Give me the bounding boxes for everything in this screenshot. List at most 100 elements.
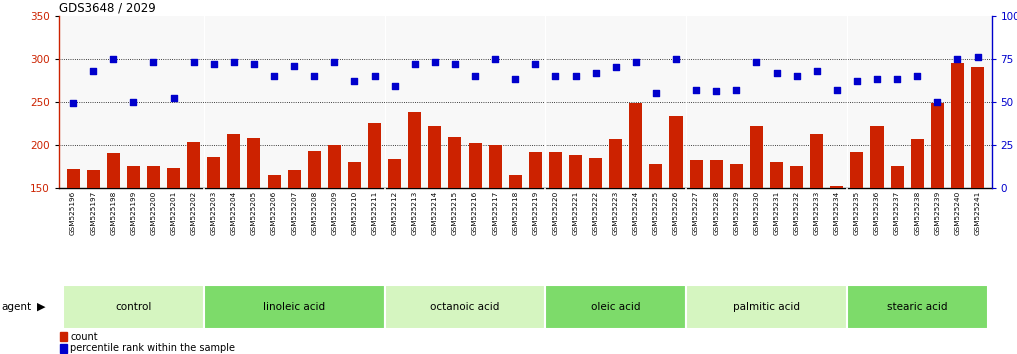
Bar [589, 158, 602, 316]
Text: GSM525239: GSM525239 [935, 190, 941, 235]
Bar [609, 139, 622, 316]
Bar [830, 186, 843, 316]
Bar [107, 153, 120, 316]
Bar [288, 170, 301, 316]
FancyBboxPatch shape [63, 285, 203, 329]
Text: GSM525226: GSM525226 [673, 190, 679, 235]
Text: linoleic acid: linoleic acid [263, 302, 325, 312]
Text: count: count [70, 332, 98, 342]
FancyBboxPatch shape [203, 285, 384, 329]
Text: GDS3648 / 2029: GDS3648 / 2029 [59, 2, 156, 15]
Text: ▶: ▶ [37, 302, 45, 312]
Bar [327, 145, 341, 316]
Bar [529, 152, 542, 316]
Bar [368, 123, 381, 316]
Text: palmitic acid: palmitic acid [733, 302, 800, 312]
Point [588, 70, 604, 75]
Text: GSM525240: GSM525240 [954, 190, 960, 235]
Bar [710, 160, 723, 316]
Point [849, 78, 865, 84]
Bar [146, 166, 160, 316]
Text: GSM525222: GSM525222 [593, 190, 599, 235]
Point [487, 56, 503, 62]
Bar [228, 133, 240, 316]
Point [687, 87, 704, 93]
Point [969, 54, 985, 60]
Point [467, 73, 483, 79]
Text: GSM525210: GSM525210 [352, 190, 357, 235]
Text: GSM525235: GSM525235 [854, 190, 860, 235]
Point [427, 59, 443, 65]
Text: GSM525236: GSM525236 [874, 190, 880, 235]
Text: GSM525214: GSM525214 [432, 190, 438, 235]
Point [567, 73, 584, 79]
Text: GSM525238: GSM525238 [914, 190, 920, 235]
Point [246, 61, 262, 67]
Text: GSM525211: GSM525211 [371, 190, 377, 235]
Point [286, 63, 302, 69]
Bar [267, 175, 281, 316]
FancyBboxPatch shape [545, 285, 686, 329]
Point [65, 101, 81, 106]
Bar [850, 152, 863, 316]
Bar [630, 103, 643, 316]
Text: GSM525204: GSM525204 [231, 190, 237, 235]
Bar [388, 159, 401, 316]
Bar [66, 169, 79, 316]
Text: GSM525229: GSM525229 [733, 190, 739, 235]
Point [125, 99, 141, 105]
Bar [247, 138, 260, 316]
Bar [811, 133, 823, 316]
Bar [488, 145, 501, 316]
Bar [348, 162, 361, 316]
Bar [690, 160, 703, 316]
Bar [207, 157, 221, 316]
Text: GSM525208: GSM525208 [311, 190, 317, 235]
Text: GSM525197: GSM525197 [91, 190, 97, 235]
Bar [750, 126, 763, 316]
Text: percentile rank within the sample: percentile rank within the sample [70, 343, 235, 353]
Text: GSM525224: GSM525224 [633, 190, 639, 235]
Text: control: control [115, 302, 152, 312]
Point [347, 78, 363, 84]
Point [326, 59, 343, 65]
Point [105, 56, 121, 62]
Point [668, 56, 684, 62]
Text: GSM525196: GSM525196 [70, 190, 76, 235]
Text: GSM525205: GSM525205 [251, 190, 257, 235]
Bar [508, 175, 522, 316]
Text: GSM525216: GSM525216 [472, 190, 478, 235]
Text: GSM525213: GSM525213 [412, 190, 418, 235]
Text: GSM525206: GSM525206 [272, 190, 277, 235]
Point [446, 61, 463, 67]
Point [366, 73, 382, 79]
Text: GSM525234: GSM525234 [834, 190, 840, 235]
Bar [650, 164, 662, 316]
Point [547, 73, 563, 79]
Bar [549, 152, 562, 316]
FancyBboxPatch shape [686, 285, 847, 329]
Text: GSM525215: GSM525215 [452, 190, 458, 235]
Bar [931, 103, 944, 316]
Text: GSM525203: GSM525203 [211, 190, 217, 235]
Text: GSM525219: GSM525219 [532, 190, 538, 235]
Text: stearic acid: stearic acid [887, 302, 948, 312]
Point [185, 59, 201, 65]
Text: GSM525217: GSM525217 [492, 190, 498, 235]
Point [949, 56, 965, 62]
Point [265, 73, 282, 79]
Text: GSM525228: GSM525228 [713, 190, 719, 235]
Point [869, 76, 885, 82]
Text: GSM525202: GSM525202 [190, 190, 196, 235]
Bar [60, 344, 67, 353]
Bar [569, 155, 582, 316]
Bar [891, 166, 904, 316]
Point [306, 73, 322, 79]
FancyBboxPatch shape [847, 285, 988, 329]
Text: GSM525232: GSM525232 [793, 190, 799, 235]
Point [788, 73, 804, 79]
Text: GSM525200: GSM525200 [151, 190, 157, 235]
Text: GSM525209: GSM525209 [332, 190, 338, 235]
Bar [951, 63, 964, 316]
Bar [308, 151, 320, 316]
